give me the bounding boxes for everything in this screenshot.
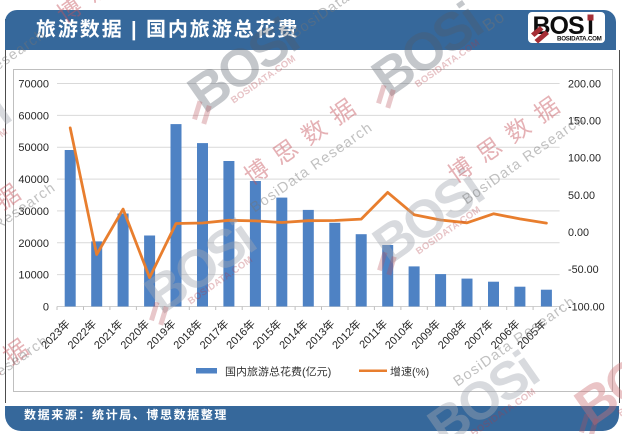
svg-text:200.00: 200.00 [568, 78, 601, 90]
svg-text:2008年: 2008年 [435, 317, 469, 351]
svg-text:20000: 20000 [18, 238, 49, 250]
svg-text:ı: ı [587, 12, 594, 40]
svg-text:2017年: 2017年 [197, 317, 231, 351]
svg-text:-100.00: -100.00 [568, 301, 605, 313]
svg-text:2021年: 2021年 [91, 317, 125, 351]
svg-text:2006年: 2006年 [488, 317, 522, 351]
svg-text:2010年: 2010年 [382, 317, 416, 351]
svg-text:100.00: 100.00 [568, 153, 601, 165]
svg-text:60000: 60000 [18, 110, 49, 122]
svg-text:2019年: 2019年 [144, 317, 178, 351]
svg-text:2015年: 2015年 [250, 317, 284, 351]
svg-text:70000: 70000 [18, 79, 49, 91]
svg-text:2005年: 2005年 [515, 317, 549, 351]
svg-text:50000: 50000 [18, 142, 49, 154]
svg-text:2012年: 2012年 [330, 317, 364, 351]
svg-text:国内旅游总花费(亿元): 国内旅游总花费(亿元) [225, 366, 331, 379]
svg-text:0: 0 [43, 302, 49, 314]
svg-text:BOSIDATA.COM: BOSIDATA.COM [557, 35, 602, 42]
svg-text:增速(%): 增速(%) [390, 366, 429, 379]
svg-text:40000: 40000 [18, 174, 49, 186]
svg-text:2023年: 2023年 [39, 317, 73, 351]
svg-text:-50.00: -50.00 [568, 264, 599, 276]
svg-text:150.00: 150.00 [568, 116, 601, 128]
svg-text:10000: 10000 [18, 270, 49, 282]
svg-text:2014年: 2014年 [277, 317, 311, 351]
svg-text:0.00: 0.00 [568, 227, 589, 239]
svg-text:30000: 30000 [18, 206, 49, 218]
svg-text:50.00: 50.00 [568, 190, 595, 202]
